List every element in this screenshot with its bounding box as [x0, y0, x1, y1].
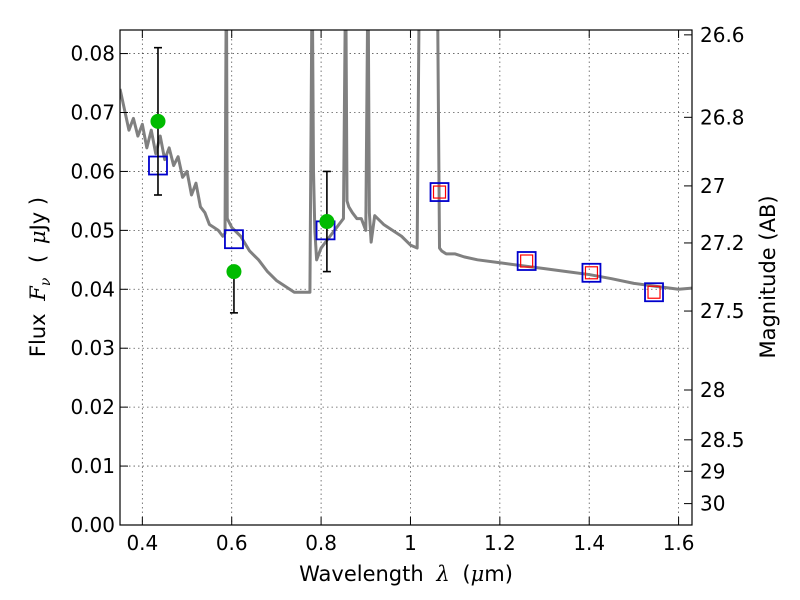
- model-photometry-marker: [516, 251, 537, 271]
- y-tick-label: 0.03: [70, 336, 115, 360]
- y-tick-label: 0.08: [70, 42, 115, 66]
- observed-photometry-point: [319, 214, 335, 230]
- axis-layer: 0.4 0.6 0.8 1 1.2 1.4 1.6 0.00 0.01 0.02 0.03 0.04 0…: [70, 23, 744, 555]
- right-tick-label: 27.5: [700, 299, 745, 323]
- grid-layer: [120, 30, 692, 526]
- y-tick-label: 0.07: [70, 101, 115, 125]
- x-axis-title: Wavelength λ (μm): [299, 562, 513, 586]
- x-tick-label: 1.4: [573, 531, 605, 555]
- x-tick-label: 1.2: [484, 531, 516, 555]
- right-tick-label: 27.2: [700, 231, 745, 255]
- y-axis-title: Flux Fν ( μJy ): [26, 197, 55, 357]
- x-tick-label: 0.8: [305, 531, 337, 555]
- y-tick-label: 0.04: [70, 277, 115, 301]
- series-layer: [120, 30, 692, 314]
- observed-limit-marker: [432, 185, 447, 199]
- model-photometry-marker: [581, 262, 602, 283]
- observed-limit-marker: [520, 254, 534, 268]
- model-photometry-marker: [429, 182, 450, 202]
- sed-model-line: [120, 30, 692, 294]
- x-tick-label: 0.6: [216, 531, 248, 555]
- y-tick-label: 0.02: [70, 395, 115, 419]
- right-tick-label: 26.8: [700, 105, 745, 129]
- right-tick-label: 29: [700, 459, 725, 483]
- x-tick-label: 1.6: [663, 531, 695, 555]
- y-tick-label: 0.06: [70, 159, 115, 183]
- x-tick-label: 1: [404, 531, 417, 555]
- y-axis-right-title: Magnitude (AB): [756, 195, 780, 358]
- observed-limit-marker: [584, 266, 599, 280]
- right-tick-label: 26.6: [700, 23, 745, 47]
- right-tick-label: 28: [700, 378, 725, 402]
- right-tick-label: 30: [700, 492, 725, 516]
- y-tick-label: 0.05: [70, 218, 115, 242]
- model-photometry-marker: [644, 282, 664, 303]
- x-tick-label: 0.4: [126, 531, 158, 555]
- observed-limit-marker: [647, 285, 661, 299]
- observed-photometry-point: [150, 113, 166, 129]
- model-photometry-marker: [224, 229, 244, 250]
- y-tick-label: 0.00: [70, 513, 115, 537]
- right-tick-label: 27: [700, 174, 725, 198]
- y-tick-label: 0.01: [70, 454, 115, 478]
- plot-frame: [119, 29, 693, 526]
- observed-photometry-point: [226, 264, 242, 280]
- right-tick-label: 28.5: [700, 428, 745, 452]
